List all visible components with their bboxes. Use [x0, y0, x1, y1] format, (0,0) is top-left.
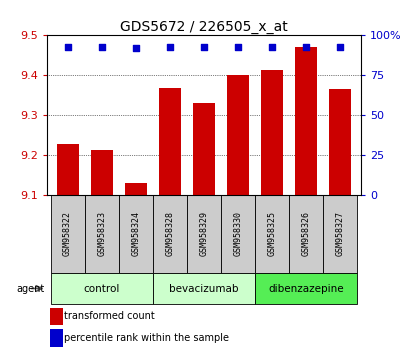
- Text: agent: agent: [17, 284, 45, 293]
- Text: control: control: [83, 284, 119, 293]
- Point: [166, 44, 173, 50]
- Bar: [187, 195, 220, 273]
- Bar: [254, 273, 357, 304]
- Text: GSM958329: GSM958329: [199, 211, 208, 256]
- Point: [64, 44, 71, 50]
- Text: GSM958323: GSM958323: [97, 211, 106, 256]
- Bar: [50, 308, 63, 325]
- Bar: [261, 70, 283, 195]
- Bar: [227, 75, 249, 195]
- Bar: [323, 195, 357, 273]
- Bar: [220, 195, 254, 273]
- Text: dibenzazepine: dibenzazepine: [268, 284, 343, 293]
- Point: [336, 44, 343, 50]
- Bar: [328, 89, 351, 195]
- Bar: [84, 195, 119, 273]
- Text: bevacizumab: bevacizumab: [169, 284, 238, 293]
- Text: percentile rank within the sample: percentile rank within the sample: [64, 333, 229, 343]
- Bar: [153, 195, 187, 273]
- Bar: [50, 195, 84, 273]
- Point: [132, 45, 139, 51]
- Bar: [119, 195, 153, 273]
- Text: GSM958326: GSM958326: [301, 211, 310, 256]
- Bar: [124, 183, 146, 195]
- Point: [302, 44, 309, 50]
- Bar: [294, 47, 317, 195]
- Bar: [158, 88, 180, 195]
- Bar: [153, 273, 254, 304]
- Bar: [254, 195, 288, 273]
- Bar: [288, 195, 323, 273]
- Text: GSM958327: GSM958327: [335, 211, 344, 256]
- Bar: [192, 103, 215, 195]
- Bar: [50, 273, 153, 304]
- Title: GDS5672 / 226505_x_at: GDS5672 / 226505_x_at: [120, 21, 287, 34]
- Point: [268, 44, 275, 50]
- Point: [234, 44, 241, 50]
- Point: [200, 44, 207, 50]
- Text: GSM958324: GSM958324: [131, 211, 140, 256]
- Bar: [50, 329, 63, 347]
- Bar: [56, 144, 79, 195]
- Bar: [90, 150, 112, 195]
- Text: GSM958322: GSM958322: [63, 211, 72, 256]
- Point: [98, 44, 105, 50]
- Text: GSM958328: GSM958328: [165, 211, 174, 256]
- Text: GSM958330: GSM958330: [233, 211, 242, 256]
- Text: GSM958325: GSM958325: [267, 211, 276, 256]
- Text: transformed count: transformed count: [64, 312, 155, 321]
